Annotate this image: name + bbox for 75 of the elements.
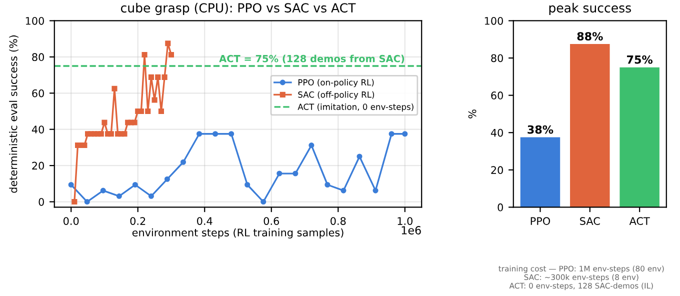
point: [145, 108, 151, 114]
point: [112, 86, 118, 92]
point: [155, 74, 161, 80]
point: [388, 131, 394, 137]
point: [72, 198, 78, 205]
bar: [620, 67, 660, 208]
y-axis-title: deterministic eval success (%): [9, 35, 18, 193]
point: [356, 154, 362, 160]
x-tick-label: PPO: [530, 217, 550, 225]
legend-label: PPO (on-policy RL): [298, 79, 374, 88]
chart-title: cube grasp (CPU): PPO vs SAC vs ACT: [120, 2, 356, 15]
chart-title: peak success: [549, 2, 631, 15]
point: [148, 193, 154, 199]
point: [308, 142, 314, 148]
y-axis-title: %: [468, 110, 476, 118]
y-tick-label: 100: [26, 16, 44, 25]
point: [164, 176, 170, 182]
point: [108, 131, 114, 137]
point: [196, 131, 202, 137]
x-tick-label: 0.6: [264, 217, 280, 225]
y-tick-label: 40: [32, 126, 44, 134]
x-axis-title: environment steps (RL training samples): [132, 228, 344, 238]
point: [324, 182, 330, 188]
data-label: 75%: [627, 55, 653, 64]
bar: [520, 137, 560, 208]
x-tick-label: ACT: [629, 217, 650, 225]
data-label: 88%: [577, 32, 603, 40]
point: [292, 170, 298, 176]
point: [100, 188, 106, 194]
point: [98, 131, 104, 137]
point: [244, 182, 250, 188]
legend-label: ACT (imitation, 0 env-steps): [298, 104, 414, 112]
text: 1e6: [402, 226, 421, 234]
x-tick-label: 0.4: [197, 217, 212, 225]
point: [68, 182, 74, 188]
point: [116, 193, 122, 199]
point: [165, 40, 171, 46]
point: [276, 170, 282, 176]
y-tick-label: 100: [484, 16, 503, 25]
legend-label: SAC (off-policy RL): [298, 91, 374, 100]
point: [168, 52, 174, 58]
y-tick-label: 40: [490, 128, 503, 137]
y-tick-label: 60: [491, 92, 503, 100]
y-tick-label: 60: [32, 89, 44, 98]
point: [402, 131, 408, 137]
y-tick-label: 80: [491, 54, 503, 62]
point: [260, 198, 266, 205]
point: [142, 52, 148, 58]
point: [132, 182, 138, 188]
point: [212, 131, 218, 137]
bar: [570, 44, 610, 208]
point: [372, 188, 378, 194]
x-tick-label: 0.8: [330, 217, 346, 225]
point: [340, 188, 346, 194]
point: [152, 97, 158, 103]
y-tick-label: 20: [491, 166, 503, 174]
point: [180, 159, 186, 165]
annotation: ACT = 75% (128 demos from SAC): [219, 54, 404, 64]
y-tick-label: 20: [32, 162, 44, 170]
point: [102, 120, 108, 126]
point: [158, 108, 164, 114]
x-tick-label: SAC: [580, 217, 600, 225]
point: [148, 74, 154, 80]
point: [162, 74, 168, 80]
x-tick-label: 0.0: [63, 217, 79, 225]
y-tick-label: 0: [38, 198, 44, 206]
y-tick-label: 80: [32, 53, 44, 62]
point: [228, 131, 234, 137]
data-label: 38%: [528, 125, 554, 134]
x-tick-label: 1.0: [398, 217, 412, 225]
point: [132, 120, 138, 126]
y-tick-label: 0: [498, 203, 503, 212]
point: [84, 198, 90, 205]
point: [122, 131, 128, 137]
x-tick-label: 0.2: [130, 217, 146, 225]
